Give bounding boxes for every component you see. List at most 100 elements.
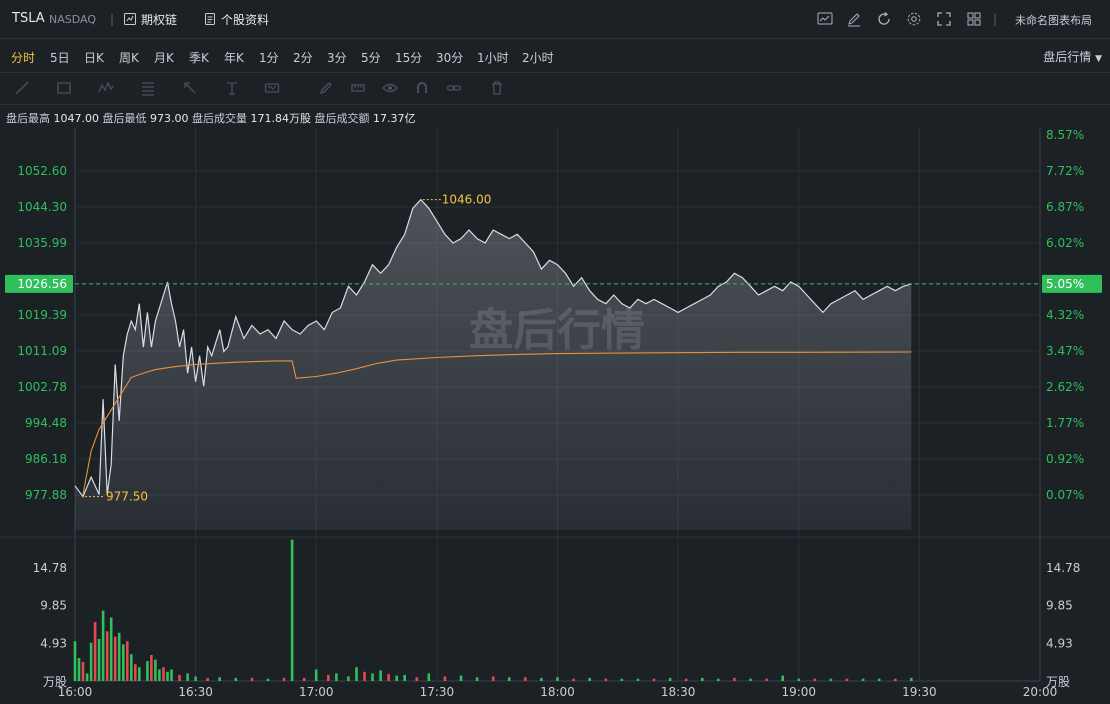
volume-bar [89,642,93,681]
tf-2min[interactable]: 2分 [293,51,313,65]
header-divider: | [110,12,115,26]
indicator-icon[interactable] [817,11,833,27]
option-chain-icon [124,13,136,25]
volume-bar [588,677,591,681]
fullscreen-icon[interactable] [936,11,952,27]
tf-intraday[interactable]: 分时 [11,51,36,65]
option-chain-label: 期权链 [141,13,178,27]
tf-30min[interactable]: 30分 [436,51,464,65]
layout-grid-icon[interactable] [966,11,982,27]
rect-tool-icon[interactable] [56,80,72,96]
volume-bar [556,677,559,681]
time-tick-label: 19:00 [781,685,816,699]
volume-tick-label-left: 14.78 [33,561,67,575]
volume-bar [109,617,113,681]
volume-bar [97,638,101,681]
stock-profile-link[interactable]: 个股资料 [204,11,269,28]
top-header: TSLA NASDAQ | 期权链 个股资料 | 未命名图表布局 [0,0,1110,39]
volume-bar [507,677,511,681]
volume-bar [166,671,169,681]
layout-name[interactable]: 未命名图表布局 [1015,14,1092,27]
volume-bar [206,677,209,681]
tf-5day[interactable]: 5日 [50,51,70,65]
fib-tool-icon[interactable] [140,80,156,96]
volume-bar [395,675,398,681]
volume-bar [101,610,105,681]
price-line [74,198,912,498]
wave-tool-icon[interactable] [98,80,114,96]
session-selector-label: 盘后行情 [1043,50,1092,64]
pct-tick-label: 2.62% [1046,380,1084,394]
volume-bar [266,678,270,681]
volume-bar [443,676,447,681]
volume-tick-label-right: 9.85 [1046,599,1073,613]
volume-bar [781,675,784,681]
volume-bar [170,669,173,681]
volume-bar [427,673,431,681]
pct-tick-label: 6.87% [1046,200,1084,214]
tf-15min[interactable]: 15分 [395,51,423,65]
ticker-symbol[interactable]: TSLA [12,11,45,26]
magnet-icon[interactable] [414,80,430,96]
text-tool-icon[interactable] [224,80,240,96]
line-tool-icon[interactable] [14,80,30,96]
link-icon[interactable] [446,80,462,96]
time-tick-label: 17:00 [299,685,334,699]
volume-bar [314,669,318,681]
pct-tick-label: 0.07% [1046,488,1084,502]
tf-2hour[interactable]: 2小时 [522,51,554,65]
volume-unit-right: 万股 [1046,675,1070,689]
volume-bar [813,678,817,681]
volume-bar [81,661,85,681]
volume-bar [636,678,640,681]
measure-tool-icon[interactable] [264,80,280,96]
volume-bar [146,661,149,681]
option-chain-link[interactable]: 期权链 [124,11,177,28]
price-tick-label: 1044.30 [17,200,67,214]
volume-bar [130,654,133,681]
session-selector[interactable]: 盘后行情 ▼ [1043,48,1102,65]
tf-quarterly[interactable]: 季K [189,51,209,65]
exchange-label: NASDAQ [49,13,97,26]
refresh-icon[interactable] [876,11,892,27]
time-tick-label: 18:30 [661,685,696,699]
draw-edit-icon[interactable] [846,11,862,27]
tf-3min[interactable]: 3分 [327,51,347,65]
trash-icon[interactable] [489,80,505,96]
arrow-tool-icon[interactable] [182,80,198,96]
volume-bar [282,677,286,681]
tf-5min[interactable]: 5分 [361,51,381,65]
settings-icon[interactable] [906,11,922,27]
volume-bar [379,670,382,681]
current-price-value: 1026.56 [17,277,67,291]
volume-bar [861,678,865,681]
pen-tool-icon[interactable] [318,80,334,96]
volume-bar [113,636,117,681]
volume-bar [158,669,161,681]
time-tick-label: 16:00 [58,685,93,699]
amount-value: 17.37亿 [373,112,416,125]
tf-1min[interactable]: 1分 [259,51,279,65]
tf-yearly[interactable]: 年K [224,51,244,65]
tf-monthly[interactable]: 月K [154,51,174,65]
volume-unit-left: 万股 [43,675,67,689]
volume-tick-label-right: 14.78 [1046,561,1080,575]
caret-down-icon: ▼ [1095,54,1102,64]
volume-bar [290,539,294,681]
tf-1hour[interactable]: 1小时 [477,51,509,65]
volume-bar [387,674,390,681]
high-marker-label: 1046.00 [442,193,492,207]
tf-daily[interactable]: 日K [84,51,104,65]
tf-weekly[interactable]: 周K [119,51,139,65]
pct-tick-label: 4.32% [1046,308,1084,322]
volume-bar [154,659,157,681]
stock-profile-label: 个股资料 [221,13,270,27]
eye-icon[interactable] [382,80,398,96]
volume-bar [733,677,736,681]
volume-bar [363,671,366,681]
volume-bar [604,678,608,681]
ruler-tool-icon[interactable] [350,80,366,96]
volume-bar [403,674,406,681]
volume-bar [150,655,153,681]
